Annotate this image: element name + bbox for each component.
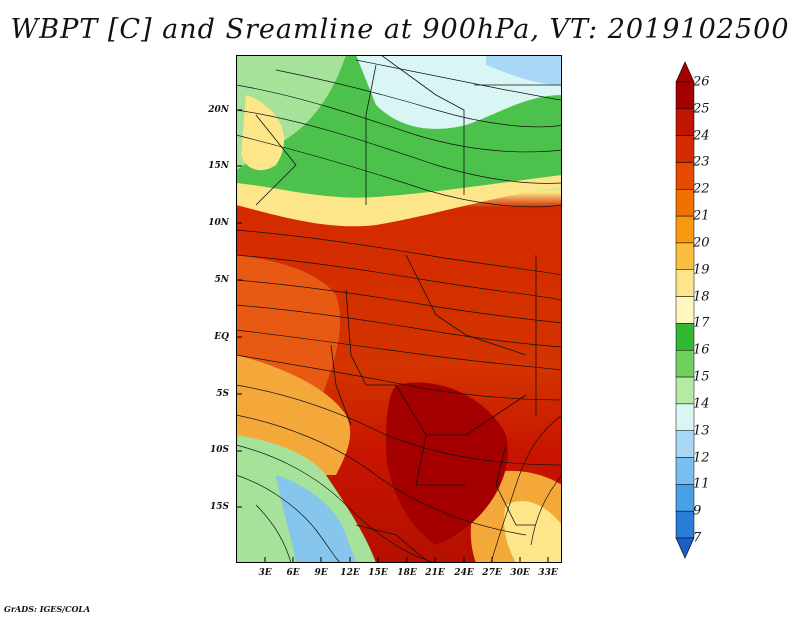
colorbar-segment — [675, 484, 695, 512]
colorbar-label: 16 — [693, 342, 710, 358]
country-borders — [255, 55, 562, 561]
lat-label-5s: 5S — [216, 389, 229, 399]
colorbar-label: 9 — [693, 503, 702, 519]
lon-label-12e: 12E — [340, 568, 360, 578]
lat-label-15s: 15S — [209, 502, 229, 512]
lon-label-6e: 6E — [286, 568, 300, 578]
lon-label-24e: 24E — [454, 568, 474, 578]
colorbar — [675, 61, 695, 559]
colorbar-segment — [675, 269, 695, 297]
lat-label-15n: 15N — [208, 161, 229, 171]
colorbar-segment — [675, 349, 695, 378]
pale-yellow-northwest — [241, 95, 285, 171]
transition-band — [236, 175, 562, 227]
colorbar-bottom-arrow — [675, 537, 695, 559]
colorbar-segment — [675, 403, 695, 431]
southwest-blue-region — [276, 475, 356, 563]
colorbar-label: 22 — [693, 181, 710, 197]
colorbar-label: 12 — [693, 450, 710, 466]
lon-label-30e: 30E — [510, 568, 530, 578]
lat-label-20n: 20N — [208, 105, 229, 115]
lon-label-15e: 15E — [368, 568, 388, 578]
colorbar-segment — [675, 215, 695, 244]
colorbar-segment — [675, 162, 695, 190]
colorbar-label: 15 — [693, 369, 710, 385]
hot-core-south — [386, 382, 508, 545]
colorbar-label: 11 — [693, 476, 710, 492]
axis-ticks — [236, 109, 549, 563]
map-panel — [236, 55, 562, 563]
footer-credit: GrADS: IGES/COLA — [4, 604, 91, 614]
colorbar-segment — [675, 296, 695, 324]
colorbar-label: 26 — [693, 74, 710, 90]
colorbar-label: 23 — [693, 154, 710, 170]
lat-label-10s: 10S — [209, 445, 229, 455]
colorbar-label: 24 — [693, 128, 710, 144]
colorbar-label: 14 — [693, 396, 710, 412]
colorbar-label: 13 — [693, 423, 710, 439]
colorbar-segment — [675, 430, 695, 458]
lat-label-eq: EQ — [214, 332, 229, 342]
colorbar-segment — [675, 108, 695, 136]
lat-label-10n: 10N — [208, 218, 229, 228]
lon-label-33e: 33E — [538, 568, 558, 578]
lat-label-5n: 5N — [214, 275, 230, 285]
map-border — [236, 55, 562, 563]
colorbar-label: 17 — [693, 315, 710, 331]
colorbar-segment — [675, 135, 695, 163]
colorbar-label: 21 — [693, 208, 710, 224]
lon-label-9e: 9E — [314, 568, 328, 578]
colorbar-segment — [675, 510, 695, 539]
light-blue-northeast — [486, 55, 562, 85]
colorbar-top-arrow — [675, 61, 695, 83]
colorbar-segment — [675, 242, 695, 271]
lon-label-3e: 3E — [258, 568, 272, 578]
map-title: WBPT [C] and Sreamline at 900hPa, VT: 20… — [10, 14, 790, 45]
colorbar-label: 18 — [693, 289, 710, 305]
colorbar-label: 7 — [693, 530, 702, 546]
colorbar-segment — [675, 189, 695, 217]
southeast-yellow-region — [504, 501, 562, 563]
lon-label-21e: 21E — [425, 568, 445, 578]
colorbar-segment — [675, 376, 695, 405]
lon-label-27e: 27E — [482, 568, 502, 578]
lon-label-18e: 18E — [397, 568, 417, 578]
colorbar-segment — [675, 323, 695, 351]
colorbar-label: 19 — [693, 262, 710, 278]
colorbar-segment — [675, 457, 695, 485]
colorbar-segment — [675, 81, 695, 110]
streamlines — [236, 59, 562, 563]
colorbar-label: 25 — [693, 101, 710, 117]
colorbar-label: 20 — [693, 235, 710, 251]
